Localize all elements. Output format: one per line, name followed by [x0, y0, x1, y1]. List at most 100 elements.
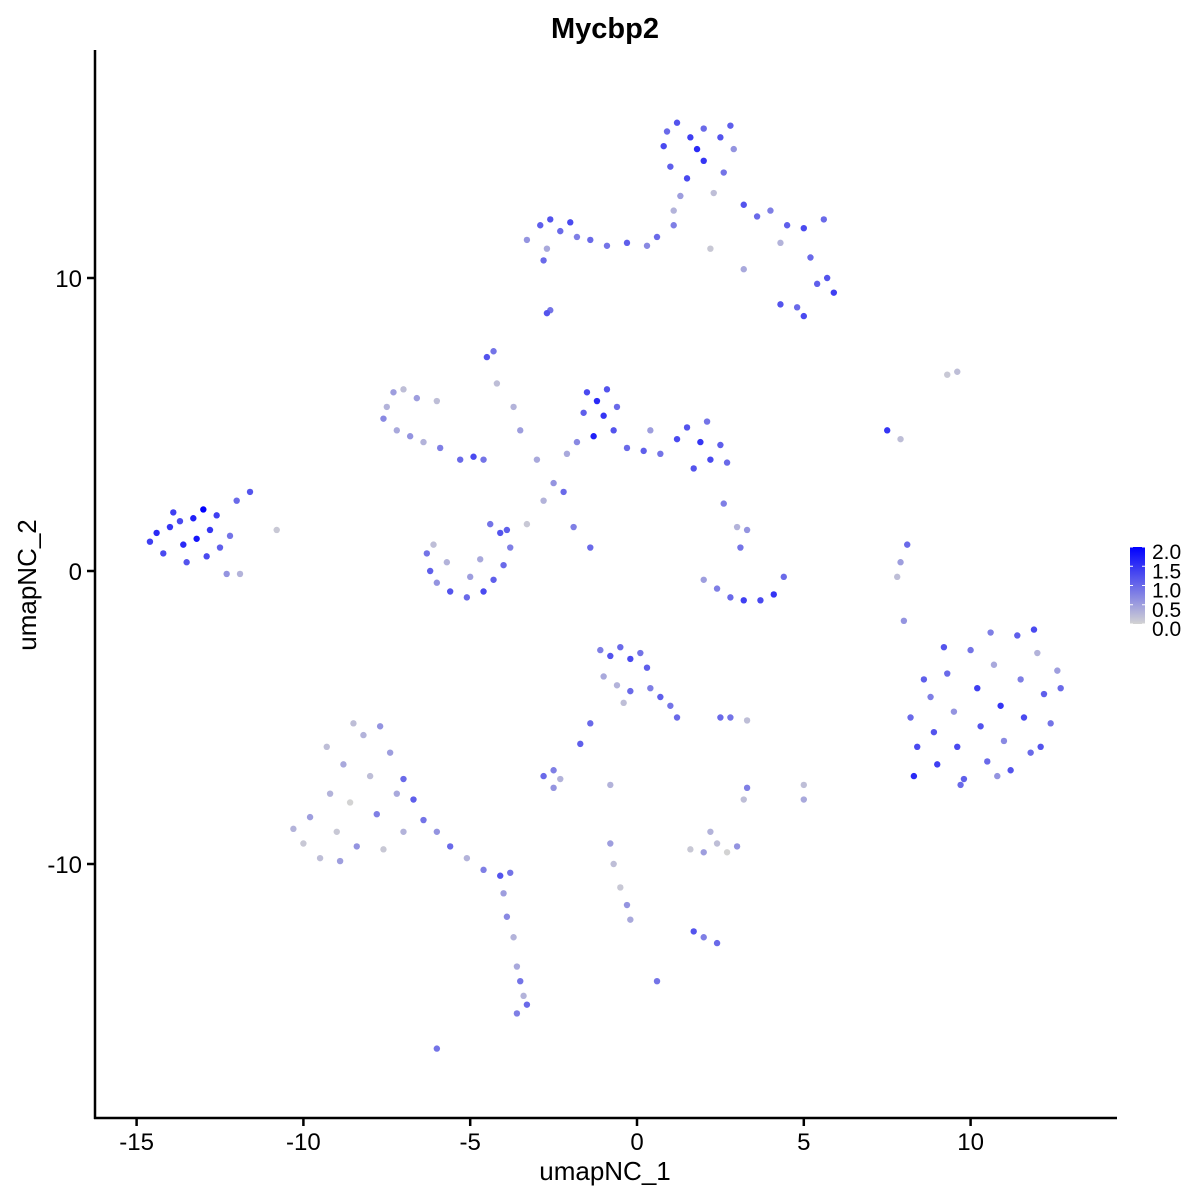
cell-point: [543, 309, 551, 317]
cell-point: [316, 854, 324, 862]
cell-point: [720, 169, 727, 176]
cell-point: [740, 266, 747, 273]
cell-point: [950, 708, 958, 715]
cell-point: [360, 731, 367, 739]
cell-point: [580, 409, 587, 416]
cell-point: [446, 588, 454, 595]
points-layer: [146, 119, 1064, 1052]
cell-point: [510, 403, 517, 411]
cell-point: [233, 497, 240, 504]
cell-point: [306, 813, 314, 821]
cell-point: [523, 1001, 531, 1008]
cell-point: [723, 849, 731, 856]
cell-point: [900, 617, 908, 625]
cell-point: [690, 465, 697, 472]
cell-point: [176, 517, 184, 525]
cell-point: [727, 122, 734, 129]
cell-point: [523, 520, 531, 528]
cell-point: [493, 380, 501, 387]
cell-point: [617, 643, 624, 651]
cell-point: [1054, 667, 1061, 674]
cell-point: [713, 840, 721, 847]
cell-point: [600, 412, 607, 419]
cell-point: [653, 233, 661, 241]
cell-point: [830, 289, 838, 296]
cell-point: [510, 934, 517, 941]
cell-point: [670, 222, 677, 229]
cell-point: [420, 816, 427, 824]
cell-point: [443, 559, 451, 566]
cell-point: [613, 682, 621, 689]
cell-point: [997, 702, 1004, 709]
cell-point: [503, 913, 511, 920]
cell-point: [697, 438, 704, 446]
cell-point: [683, 175, 691, 182]
cell-point: [667, 163, 674, 170]
cell-point: [657, 693, 664, 701]
cell-point: [653, 978, 661, 985]
x-tick-label: -15: [119, 1129, 154, 1156]
cell-point: [470, 453, 477, 460]
cell-point: [400, 775, 407, 783]
y-tick-label: 0: [69, 559, 82, 586]
cell-point: [613, 403, 621, 411]
cell-point: [793, 304, 801, 311]
cell-point: [800, 781, 807, 789]
cell-point: [477, 556, 484, 563]
cell-point: [643, 664, 651, 671]
cell-point: [930, 728, 938, 736]
cell-point: [717, 441, 724, 449]
cell-point: [673, 435, 681, 443]
cell-point: [400, 386, 407, 393]
cell-point: [1030, 626, 1038, 633]
colorbar-label: 0.0: [1152, 618, 1181, 641]
cell-point: [800, 224, 807, 232]
cell-point: [146, 538, 154, 545]
y-axis-title: umapNC_2: [12, 519, 42, 651]
cell-point: [940, 643, 948, 651]
cell-point: [713, 939, 721, 947]
cell-point: [743, 784, 751, 792]
cell-point: [637, 649, 644, 657]
cell-point: [743, 717, 751, 724]
cell-point: [550, 767, 557, 774]
cell-point: [700, 157, 707, 164]
cell-point: [884, 427, 891, 434]
cell-point: [507, 869, 514, 876]
cell-point: [934, 761, 941, 768]
cell-point: [193, 535, 200, 542]
cell-point: [603, 386, 611, 393]
cell-point: [537, 222, 544, 229]
cell-point: [974, 685, 981, 692]
cell-point: [800, 796, 807, 803]
cell-point: [727, 594, 734, 601]
cell-point: [813, 280, 821, 288]
cell-point: [590, 433, 597, 440]
cell-point: [183, 559, 190, 566]
cell-point: [700, 576, 707, 583]
cell-point: [897, 435, 904, 443]
cell-point: [203, 553, 210, 560]
cell-point: [717, 714, 724, 721]
cell-point: [730, 145, 737, 153]
cell-point: [420, 438, 427, 446]
cell-point: [430, 541, 437, 548]
cell-point: [1007, 767, 1014, 774]
cell-point: [467, 573, 474, 581]
colorbar: [1130, 547, 1145, 624]
cell-point: [587, 720, 594, 727]
cell-point: [246, 488, 254, 496]
cell-point: [960, 775, 968, 783]
y-tick-label: -10: [47, 852, 82, 879]
cell-point: [954, 743, 961, 750]
cell-point: [777, 301, 784, 308]
cell-point: [560, 488, 567, 496]
cell-point: [480, 588, 487, 595]
y-tick-label: 10: [55, 266, 82, 293]
cell-point: [623, 444, 631, 452]
cell-point: [386, 749, 394, 756]
cell-point: [500, 890, 507, 897]
cell-point: [717, 134, 724, 141]
cell-point: [914, 743, 921, 750]
cell-point: [927, 693, 934, 701]
